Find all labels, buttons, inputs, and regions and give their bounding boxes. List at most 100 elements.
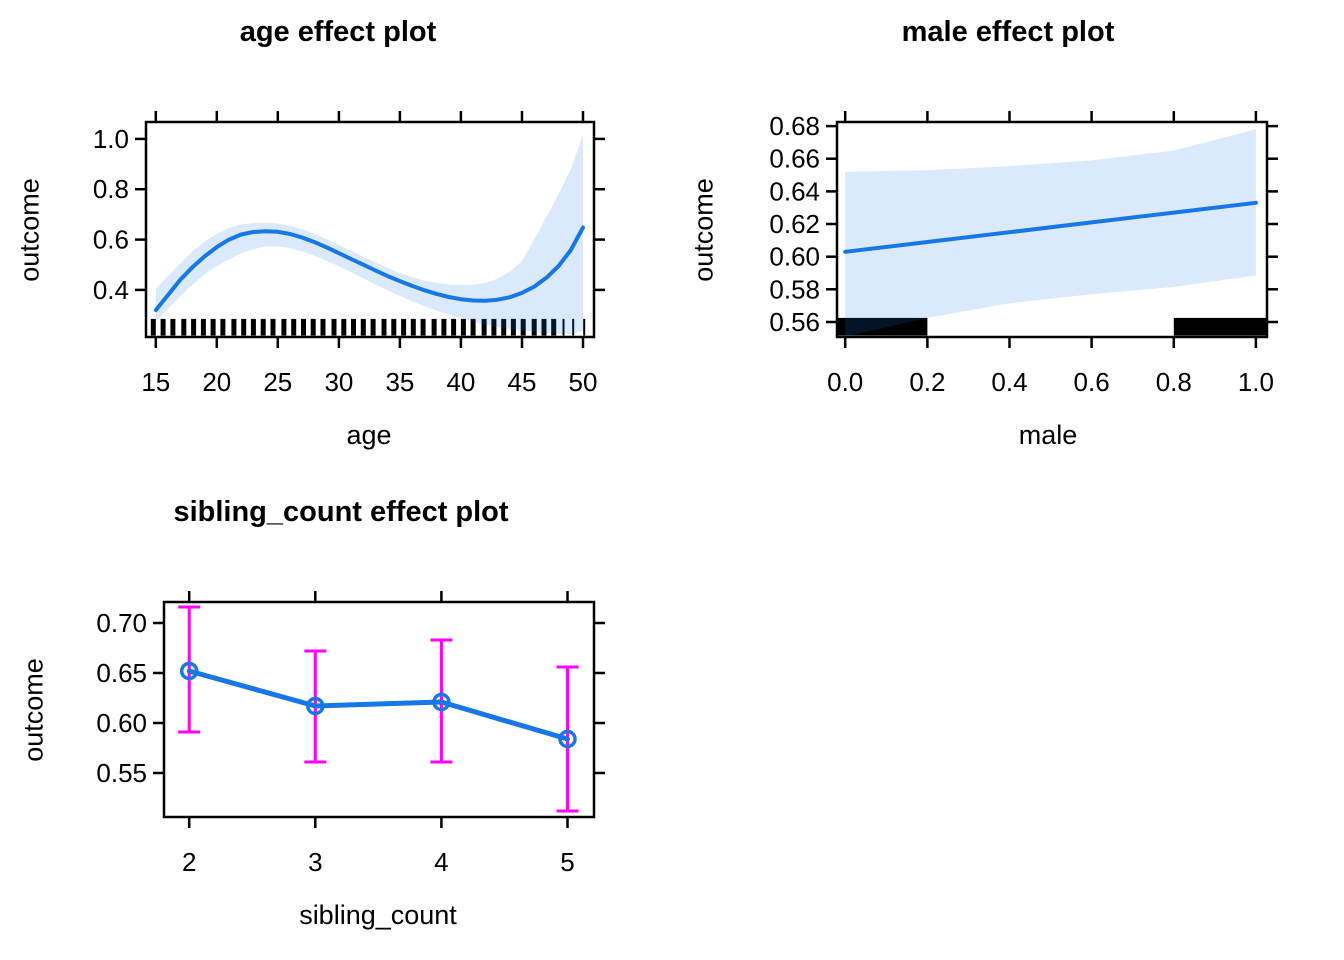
rug-mark — [281, 318, 287, 336]
sibling-x-tick-label: 5 — [560, 847, 574, 877]
rug-mark — [562, 318, 565, 336]
rug-mark — [481, 318, 487, 336]
male-y-axis-label: outcome — [688, 178, 719, 282]
sibling-point-marker — [306, 696, 325, 716]
rug-mark — [250, 318, 256, 336]
age-confidence-band — [155, 135, 584, 334]
rug-mark — [181, 318, 187, 336]
sibling-y-tick-label: 0.55 — [96, 758, 147, 788]
male-y-tick-label: 0.64 — [769, 176, 820, 206]
sibling-x-tick-label: 4 — [434, 847, 448, 877]
sibling-y-tick-label: 0.60 — [96, 708, 147, 738]
age-plot-title: age effect plot — [239, 16, 437, 48]
rug-bar — [837, 317, 928, 336]
male-axis-ticks — [826, 111, 1278, 348]
age-x-axis-label: age — [346, 420, 392, 450]
rug-mark — [260, 318, 266, 336]
sibling-x-tick-label: 3 — [308, 847, 322, 877]
age-axis-ticks — [135, 111, 605, 348]
age-x-tick-label: 25 — [263, 367, 292, 397]
rug-mark — [370, 318, 376, 336]
rug-mark — [470, 318, 476, 336]
rug-mark — [200, 318, 206, 336]
male-y-tick-label: 0.60 — [769, 242, 820, 272]
male-x-tick-label: 0.0 — [827, 367, 863, 397]
rug-mark — [170, 318, 176, 336]
rug-mark — [441, 318, 447, 336]
rug-mark — [320, 318, 326, 336]
rug-mark — [451, 318, 457, 336]
rug-mark — [220, 318, 226, 336]
male-panel: 0.0 0.2 0.4 0.6 0.8 1.00.560.580.600.620.640.… — [769, 111, 1278, 397]
age-x-tick-label: 30 — [324, 367, 353, 397]
rug-mark — [572, 318, 575, 336]
age-fit-line — [153, 225, 585, 313]
rug-mark — [510, 318, 516, 336]
age-y-tick-label: 0.6 — [93, 225, 129, 255]
rug-mark — [531, 318, 537, 336]
rug-mark — [541, 318, 547, 336]
rug-mark — [291, 318, 297, 336]
rug-mark — [150, 318, 156, 336]
male-x-axis-label: male — [1018, 420, 1078, 450]
rug-mark — [270, 318, 276, 336]
male-x-tick-label: 0.8 — [1156, 367, 1192, 397]
rug-mark — [241, 318, 247, 336]
rug-mark — [491, 318, 497, 336]
male-x-tick-label: 1.0 — [1238, 367, 1274, 397]
sibling-panel-box — [162, 600, 596, 819]
age-x-tick-label: 40 — [446, 367, 475, 397]
male-y-tick-label: 0.68 — [769, 111, 820, 141]
male-panel-box — [835, 120, 1269, 339]
rug-mark — [160, 318, 166, 336]
rug-mark — [520, 318, 526, 336]
age-y-tick-label: 0.4 — [93, 275, 129, 305]
rug-mark — [360, 318, 366, 336]
age-rug — [150, 318, 586, 336]
sibling-count-plot-title: sibling_count effect plot — [173, 496, 509, 528]
male-rug-bars — [837, 317, 1267, 336]
sibling-x-tick-label: 2 — [182, 847, 196, 877]
male-x-tick-label: 0.4 — [991, 367, 1027, 397]
sibling-count-y-axis-label: outcome — [18, 658, 49, 762]
sibling-point-marker — [432, 692, 451, 712]
age-x-tick-label: 15 — [141, 367, 170, 397]
rug-mark — [410, 318, 416, 336]
rug-mark — [420, 318, 426, 336]
male-tick-labels: 0.0 0.2 0.4 0.6 0.8 1.00.560.580.600.620.640.… — [769, 111, 1274, 397]
male-y-tick-label: 0.66 — [769, 144, 820, 174]
age-x-tick-label: 45 — [508, 367, 537, 397]
age-x-tick-label: 35 — [385, 367, 414, 397]
male-x-tick-label: 0.6 — [1074, 367, 1110, 397]
rug-mark — [501, 318, 507, 336]
sibling-tick-labels: 2 3 4 5 0.55 0.60 0.65 0.70 — [96, 608, 574, 877]
male-x-tick-label: 0.2 — [909, 367, 945, 397]
age-tick-labels: 15 20 25 30 35 40 45 50 0.4 0.6 0.8 1.0 — [93, 124, 598, 397]
sibling-fit-line — [186, 668, 570, 742]
sibling-error-bars — [178, 605, 579, 813]
male-fit-line — [843, 200, 1258, 254]
sibling-panel: 2 3 4 5 0.55 0.60 0.65 0.70 — [96, 591, 605, 877]
age-y-tick-label: 1.0 — [93, 124, 129, 154]
age-panel-box — [144, 120, 596, 339]
rug-mark — [341, 318, 347, 336]
male-y-tick-label: 0.58 — [769, 274, 820, 304]
age-y-axis-label: outcome — [14, 178, 45, 282]
rug-mark — [391, 318, 397, 336]
age-y-tick-label: 0.8 — [93, 174, 129, 204]
rug-bar — [1173, 317, 1267, 336]
sibling-y-tick-label: 0.70 — [96, 608, 147, 638]
rug-mark — [191, 318, 197, 336]
male-y-tick-label: 0.62 — [769, 209, 820, 239]
age-panel: 15 20 25 30 35 40 45 50 0.4 0.6 0.8 1.0 — [93, 111, 605, 397]
rug-mark — [310, 318, 316, 336]
rug-mark — [231, 318, 237, 336]
sibling-y-tick-label: 0.65 — [96, 658, 147, 688]
age-x-tick-label: 20 — [202, 367, 231, 397]
rug-mark — [431, 318, 437, 336]
rug-mark — [351, 318, 356, 336]
sibling-axis-ticks — [153, 591, 605, 828]
male-y-tick-label: 0.56 — [769, 307, 820, 337]
